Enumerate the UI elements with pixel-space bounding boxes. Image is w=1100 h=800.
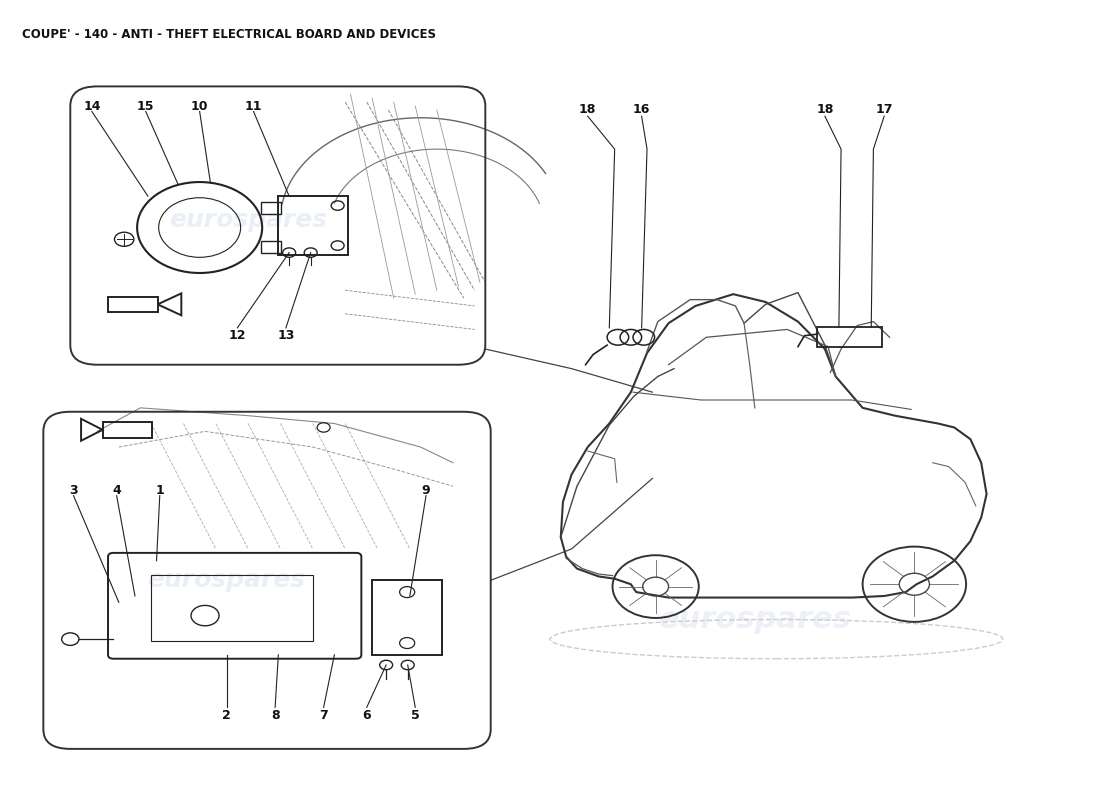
Text: 15: 15 (138, 99, 154, 113)
Text: eurospares: eurospares (169, 208, 327, 232)
Bar (278, 196, 349, 255)
Text: eurospares: eurospares (659, 605, 851, 634)
Bar (261, 202, 280, 214)
Text: 17: 17 (876, 103, 893, 117)
Text: 14: 14 (84, 99, 100, 113)
Text: 2: 2 (222, 709, 231, 722)
Text: 8: 8 (271, 709, 279, 722)
Text: 18: 18 (816, 103, 834, 117)
Bar (261, 241, 280, 254)
Bar (108, 297, 157, 312)
Text: 13: 13 (277, 330, 295, 342)
Bar (372, 580, 442, 654)
Text: 4: 4 (112, 484, 121, 497)
Text: 3: 3 (69, 484, 78, 497)
Bar (817, 327, 882, 346)
Text: 11: 11 (245, 99, 262, 113)
Text: 1: 1 (155, 484, 164, 497)
Text: COUPE' - 140 - ANTI - THEFT ELECTRICAL BOARD AND DEVICES: COUPE' - 140 - ANTI - THEFT ELECTRICAL B… (22, 27, 436, 41)
Text: 5: 5 (411, 709, 419, 722)
Text: 12: 12 (229, 330, 246, 342)
Text: 6: 6 (362, 709, 371, 722)
Bar (102, 422, 152, 438)
Text: eurospares: eurospares (147, 568, 306, 592)
Text: 7: 7 (319, 709, 328, 722)
Text: 10: 10 (191, 99, 208, 113)
Text: 18: 18 (579, 103, 596, 117)
Bar (151, 575, 312, 642)
Text: 16: 16 (632, 103, 650, 117)
Text: 9: 9 (421, 484, 430, 497)
